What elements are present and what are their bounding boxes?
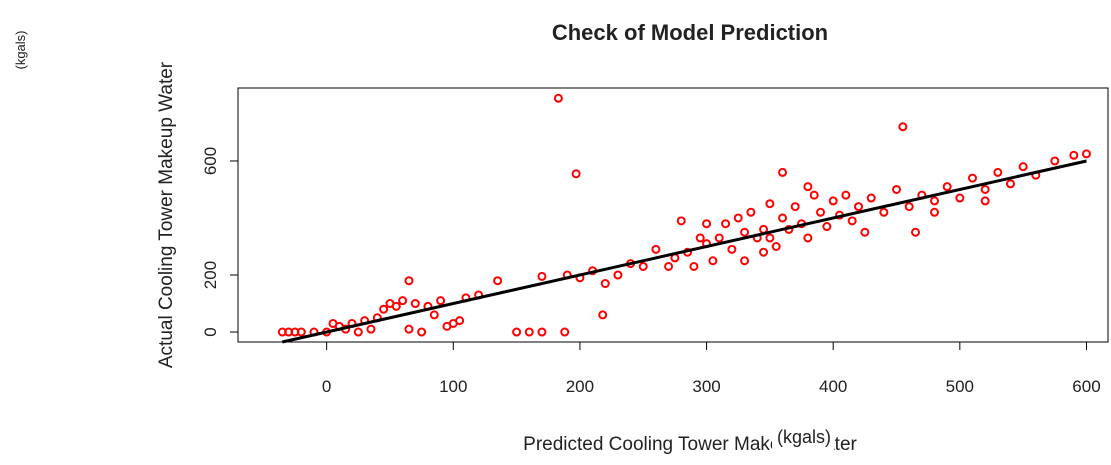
label-cover <box>772 424 834 460</box>
point <box>676 216 686 226</box>
point <box>429 310 439 320</box>
point <box>854 202 864 212</box>
x-tick-label: 0 <box>322 377 331 396</box>
point <box>898 122 908 132</box>
point <box>493 276 503 286</box>
point <box>1018 162 1028 172</box>
point <box>404 324 414 334</box>
point <box>436 296 446 306</box>
point <box>524 327 534 337</box>
point <box>828 196 838 206</box>
point <box>391 301 401 311</box>
point <box>1005 179 1015 189</box>
point <box>733 213 743 223</box>
point <box>930 196 940 206</box>
x-tick-label: 400 <box>819 377 847 396</box>
point <box>778 167 788 177</box>
point <box>809 190 819 200</box>
point <box>702 219 712 229</box>
point <box>993 167 1003 177</box>
y-tick-label: 200 <box>201 261 220 289</box>
point <box>765 199 775 209</box>
point <box>740 256 750 266</box>
point <box>553 93 563 103</box>
point <box>598 310 608 320</box>
point <box>771 242 781 252</box>
x-tick-label: 100 <box>439 377 467 396</box>
point <box>512 327 522 337</box>
point <box>727 244 737 254</box>
point <box>638 261 648 271</box>
point <box>379 304 389 314</box>
point <box>860 227 870 237</box>
point <box>822 222 832 232</box>
point <box>721 219 731 229</box>
point <box>778 213 788 223</box>
point <box>1069 150 1079 160</box>
y-tick-label: 0 <box>201 327 220 336</box>
point <box>651 244 661 254</box>
point <box>765 233 775 243</box>
chart-title: Check of Model Prediction <box>552 20 828 45</box>
point <box>571 169 581 179</box>
fit-line <box>281 159 1087 344</box>
point <box>759 247 769 257</box>
point <box>892 184 902 194</box>
point <box>410 299 420 309</box>
point <box>417 327 427 337</box>
x-tick-label: 500 <box>946 377 974 396</box>
point <box>1050 156 1060 166</box>
point <box>537 271 547 281</box>
point <box>537 327 547 337</box>
point <box>866 193 876 203</box>
point <box>404 276 414 286</box>
unit-annotation: (kgals) <box>13 30 28 69</box>
point <box>448 318 458 328</box>
point <box>398 296 408 306</box>
point <box>904 202 914 212</box>
point <box>803 182 813 192</box>
point <box>664 261 674 271</box>
point <box>930 207 940 217</box>
unit-annotation: (kgals) <box>777 427 831 447</box>
point <box>353 327 363 337</box>
point <box>746 207 756 217</box>
point <box>560 327 570 337</box>
point <box>296 327 306 337</box>
x-tick-label: 600 <box>1072 377 1100 396</box>
point <box>366 324 376 334</box>
plot-frame <box>237 87 1109 343</box>
point <box>1081 149 1091 159</box>
point <box>600 279 610 289</box>
point <box>803 233 813 243</box>
x-tick-label: 300 <box>692 377 720 396</box>
point <box>695 233 705 243</box>
point <box>613 270 623 280</box>
point <box>708 256 718 266</box>
point <box>980 196 990 206</box>
point <box>790 202 800 212</box>
point <box>942 182 952 192</box>
point <box>955 193 965 203</box>
point <box>689 261 699 271</box>
y-axis-label: Actual Cooling Tower Makeup Water <box>156 61 177 368</box>
y-tick-label: 600 <box>201 147 220 175</box>
point <box>816 207 826 217</box>
point <box>847 216 857 226</box>
point <box>714 233 724 243</box>
x-tick-label: 200 <box>566 377 594 396</box>
point <box>879 207 889 217</box>
point <box>841 190 851 200</box>
point <box>911 227 921 237</box>
point <box>740 227 750 237</box>
point <box>967 173 977 183</box>
point <box>980 184 990 194</box>
